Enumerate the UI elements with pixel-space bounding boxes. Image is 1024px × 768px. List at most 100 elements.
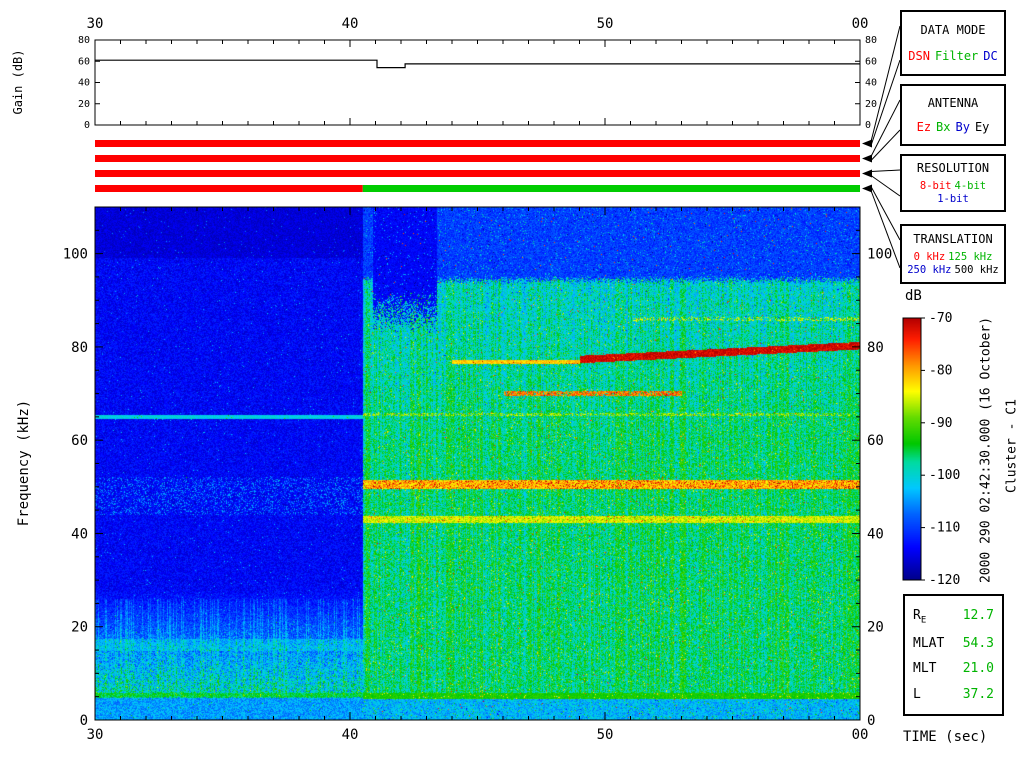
callout-arrow: [862, 139, 872, 148]
legend-panel-data-mode: DATA MODE DSN Filter DC: [900, 10, 1006, 76]
info-label: L: [913, 686, 921, 702]
gain-ytick-label-right: 40: [865, 78, 877, 89]
panel-item-4-bit: 4-bit: [954, 180, 987, 192]
colorbar-canvas: [903, 318, 921, 580]
panel-item-dsn: DSN: [908, 48, 930, 63]
callout-line: [870, 129, 901, 161]
colorbar-tick-label: -100: [929, 468, 960, 483]
info-label-sub: E: [920, 615, 927, 626]
time-tick-label-bottom: 00: [852, 727, 869, 743]
info-value: 54.3: [962, 636, 994, 652]
callout-line: [870, 190, 901, 269]
panel-items: DSN Filter DC: [906, 49, 1000, 63]
colorbar-tick-label: -80: [929, 363, 952, 378]
freq-tick-label-right: 60: [867, 433, 884, 449]
gain-ytick-label-left: 40: [78, 78, 90, 89]
time-tick-label-bottom: 40: [342, 727, 359, 743]
freq-tick-label-right: 80: [867, 340, 884, 356]
freq-tick-label-left: 80: [71, 340, 88, 356]
panel-item-ey: Ey: [974, 120, 990, 134]
timestamp-label: 2000 290 02:42:30.000 (16 October): [978, 316, 994, 584]
gain-ytick-label-left: 80: [78, 35, 90, 46]
legend-panel-translation: TRANSLATION 0 kHz 125 kHz 250 kHz 500 kHz: [900, 224, 1006, 284]
freq-tick-label-left: 60: [71, 433, 88, 449]
panel-item-bx: Bx: [936, 120, 951, 134]
freq-tick-label-right: 40: [867, 526, 884, 542]
callout-line: [870, 99, 901, 157]
gain-ytick-label-right: 80: [865, 35, 877, 46]
panel-item-250-khz: 250 kHz: [907, 264, 952, 277]
freq-tick-label-left: 0: [80, 713, 88, 729]
panel-title: RESOLUTION: [916, 161, 990, 175]
info-row-mlat: MLAT 54.3: [905, 636, 1002, 651]
panel-item-by: By: [955, 120, 970, 134]
colorbar-tick-label: -120: [929, 573, 960, 588]
legend-panel-resolution: RESOLUTION 8-bit 4-bit 1-bit: [900, 154, 1006, 212]
callout-arrow: [862, 169, 872, 178]
callout-arrow: [862, 184, 872, 193]
panel-item-125-khz: 125 kHz: [948, 251, 993, 264]
ephemeris-box: RE 12.7 MLAT 54.3 MLT 21.0 L 37.2: [903, 594, 1004, 716]
resolution-bar-segment: [95, 170, 860, 177]
translation-bar-segment: [362, 185, 860, 192]
freq-tick-label-right: 100: [867, 247, 892, 263]
panel-title: DATA MODE: [920, 23, 986, 38]
callout-line: [870, 175, 901, 197]
callout-line: [870, 59, 901, 146]
translation-bar-segment: [95, 185, 363, 192]
panel-items: Ez Bx By Ey: [915, 120, 992, 134]
panel-item-1-bit: 1-bit: [937, 193, 969, 205]
gain-plot-border: [94, 39, 861, 126]
panel-item-500-khz: 500 kHz: [954, 264, 999, 277]
freq-tick-label-left: 100: [63, 247, 88, 263]
gain-ytick-label-right: 60: [865, 56, 877, 67]
freq-tick-label-right: 20: [867, 620, 884, 636]
colorbar-unit-label: dB: [905, 288, 922, 304]
panel-items: 8-bit 4-bit 1-bit: [902, 180, 1004, 205]
freq-tick-label-left: 20: [71, 620, 88, 636]
gain-axis-label: Gain (dB): [11, 49, 25, 115]
info-label: MLT: [913, 661, 937, 677]
panel-title: TRANSLATION: [913, 231, 993, 246]
panel-item-ez: Ez: [916, 120, 932, 134]
info-label: RE: [913, 608, 927, 626]
data-mode-bar-segment: [95, 140, 860, 147]
panel-title: ANTENNA: [927, 96, 979, 110]
callout-line: [870, 169, 901, 172]
time-axis-label: TIME (sec): [903, 729, 988, 745]
colorbar-tick-label: -90: [929, 416, 952, 431]
time-tick-label-top: 50: [597, 16, 614, 32]
info-value: 12.7: [962, 608, 994, 624]
frequency-axis-label: Frequency (kHz): [16, 399, 32, 527]
callout-line: [870, 25, 901, 142]
panel-item-dc: DC: [983, 48, 998, 63]
panel-item-filter: Filter: [934, 48, 979, 63]
info-label: MLAT: [913, 636, 945, 652]
panel-items: 0 kHz 125 kHz 250 kHz 500 kHz: [902, 251, 1004, 276]
legend-panel-antenna: ANTENNA Ez Bx By Ey: [900, 84, 1006, 146]
colorbar-tick-label: -110: [929, 521, 960, 536]
info-row-re: RE 12.7: [905, 608, 1002, 626]
panel-item-8-bit: 8-bit: [919, 180, 952, 192]
gain-ytick-label-left: 20: [78, 99, 90, 110]
gain-ytick-label-left: 60: [78, 56, 90, 67]
freq-tick-label-right: 0: [867, 713, 875, 729]
info-value: 21.0: [962, 661, 994, 677]
callout-line: [870, 186, 901, 241]
time-tick-label-top: 30: [87, 16, 104, 32]
time-tick-label-bottom: 50: [597, 727, 614, 743]
spacecraft-label: Cluster - C1: [1004, 399, 1020, 493]
gain-ytick-label-right: 0: [865, 120, 871, 131]
info-row-l: L 37.2: [905, 687, 1002, 702]
gain-ytick-label-right: 20: [865, 99, 877, 110]
callout-arrow: [862, 154, 872, 163]
spectrogram-canvas: [95, 207, 860, 720]
time-tick-label-top: 00: [852, 16, 869, 32]
antenna-bar-segment: [95, 155, 860, 162]
time-tick-label-top: 40: [342, 16, 359, 32]
colorbar-tick-label: -70: [929, 311, 952, 326]
freq-tick-label-left: 40: [71, 526, 88, 542]
panel-item-0-khz: 0 kHz: [913, 251, 946, 264]
time-tick-label-bottom: 30: [87, 727, 104, 743]
